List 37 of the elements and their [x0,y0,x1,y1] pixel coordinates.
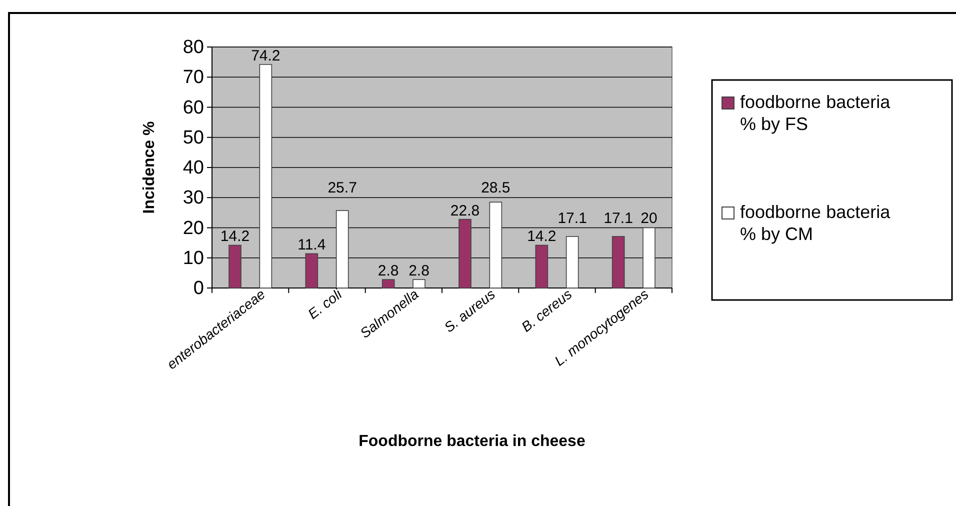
data-label: 14.2 [527,228,556,246]
data-label: 2.8 [378,262,399,280]
y-tick-label: 50 [182,127,204,148]
data-label: 11.4 [298,236,326,254]
bar [336,210,349,288]
y-tick-label: 80 [182,37,204,58]
bar [228,244,242,288]
bar [535,244,548,288]
bar [566,236,579,288]
bar [458,218,472,288]
y-tick-label: 20 [182,218,204,239]
x-axis-title: Foodborne bacteria in cheese [358,433,586,450]
legend-label: foodborne bacteria % by CM [740,202,892,244]
data-label: 74.2 [251,47,280,64]
y-tick-label: 70 [182,67,204,88]
y-tick-label: 40 [182,158,204,179]
bar [305,253,318,288]
y-tick-label: 60 [182,97,204,118]
bar [259,64,272,288]
legend-label: foodborne bacteria % by FS [740,92,892,134]
bar [412,279,426,288]
data-label: 20 [640,210,658,227]
y-axis-title: Incidence % [141,121,158,214]
data-label: 25.7 [328,180,357,197]
bar [382,279,395,288]
data-label: 2.8 [408,262,430,280]
bar [612,236,625,288]
data-label: 17.1 [604,210,633,227]
y-tick-label: 10 [182,248,204,269]
x-tick-label: E. coli [304,285,346,322]
data-label: 28.5 [481,180,510,197]
y-tick-label: 30 [182,188,204,209]
data-label: 14.2 [220,228,250,246]
data-label: 17.1 [558,210,587,227]
data-label: 22.8 [450,202,480,220]
bar [642,227,656,288]
bar [489,202,502,288]
